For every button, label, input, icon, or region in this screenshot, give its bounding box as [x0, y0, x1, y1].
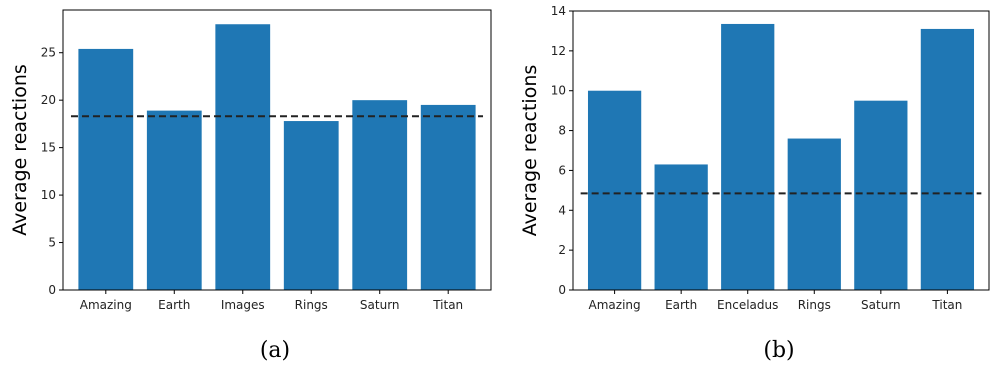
y-tick-label: 6: [558, 163, 566, 177]
bar: [78, 48, 134, 290]
x-tick-label: Earth: [665, 298, 697, 312]
y-axis-label: Average reactions: [9, 64, 31, 236]
x-tick-label: Amazing: [80, 298, 132, 312]
plot-frame: [572, 10, 990, 291]
y-tick-label: 8: [558, 124, 566, 138]
bar: [352, 100, 408, 290]
bar: [721, 23, 775, 290]
x-tick-label: Amazing: [589, 298, 641, 312]
y-tick-label: 0: [558, 283, 566, 297]
bar: [283, 121, 339, 291]
chart-panel-b: Amazing Earth Enceladus Rings Saturn Titan 0 2 4…: [519, 4, 990, 363]
bar: [420, 104, 476, 290]
x-tick-label: Saturn: [861, 298, 901, 312]
x-tick-label: Rings: [295, 298, 328, 312]
y-tick-label: 5: [48, 236, 56, 250]
chart-panel-a: Amazing Earth Images Rings Saturn Titan 0 5 10 15…: [9, 9, 492, 363]
y-tick-label: 20: [41, 93, 56, 107]
x-tick-label: Enceladus: [717, 298, 778, 312]
y-tick-label: 10: [551, 84, 566, 98]
y-tick-label: 4: [558, 203, 566, 217]
y-tick-label: 12: [551, 44, 566, 58]
bar: [654, 164, 708, 290]
y-tick-label: 2: [558, 243, 566, 257]
y-tick-label: 25: [41, 46, 56, 60]
x-tick-label: Rings: [798, 298, 831, 312]
bar: [854, 100, 908, 290]
bar: [146, 110, 202, 290]
x-tick-label: Titan: [931, 298, 962, 312]
y-tick-label: 15: [41, 141, 56, 155]
panel-caption: (b): [763, 338, 794, 363]
y-tick-label: 14: [551, 4, 566, 18]
y-tick-label: 10: [41, 188, 56, 202]
bar: [587, 90, 642, 290]
panel-caption: (a): [260, 338, 290, 363]
bar: [215, 24, 271, 291]
bar: [920, 28, 975, 290]
y-axis-label: Average reactions: [519, 65, 541, 237]
y-tick-label: 0: [48, 283, 56, 297]
x-tick-label: Earth: [158, 298, 190, 312]
bar: [787, 138, 841, 290]
x-tick-label: Titan: [432, 298, 463, 312]
x-tick-label: Saturn: [360, 298, 400, 312]
plot-frame: [62, 9, 492, 291]
x-tick-label: Images: [221, 298, 265, 312]
